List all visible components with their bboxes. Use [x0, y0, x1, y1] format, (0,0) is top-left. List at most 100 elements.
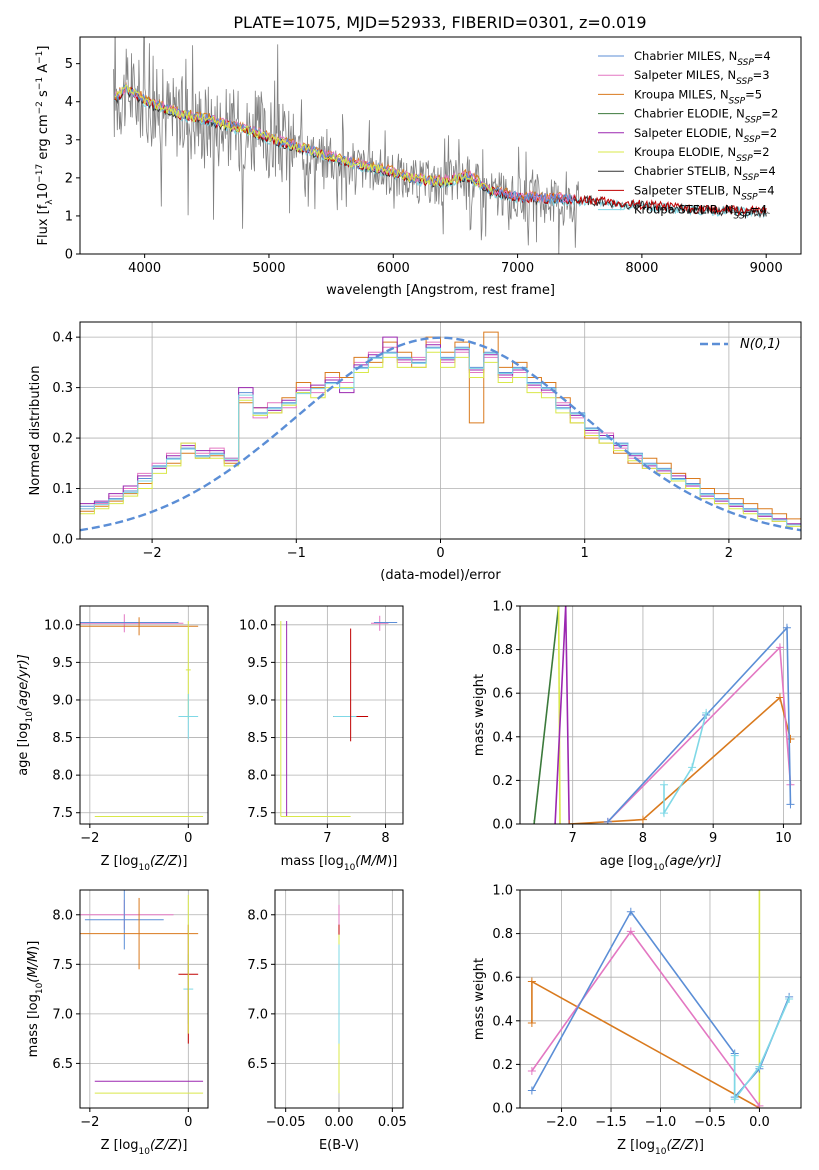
x-tick-label: 8000	[625, 261, 658, 276]
legend-label-part: Kroupa MILES, N	[634, 87, 729, 101]
weight-marker	[660, 780, 669, 789]
x-tick-label: 2	[725, 546, 733, 561]
spectrum-model-kroupa_elodie	[114, 83, 494, 195]
legend-label-part: =3	[753, 68, 770, 82]
legend-label: Kroupa STELIB, NSSP=4	[634, 203, 767, 222]
x-tick-label: 9000	[750, 261, 783, 276]
weight-marker	[755, 1101, 764, 1108]
axes-spectrum: 4000 5000 6000 7000 8000 9000 0 1 2 3 4 5 Chabrier M…	[35, 36, 802, 298]
y-tick-label: 0.3	[52, 381, 73, 396]
y-tick-label: 7.5	[52, 806, 73, 821]
x-axis-label-part: 10	[653, 863, 665, 873]
legend-label-part: SSP	[742, 173, 759, 183]
y-axis-label: mass weight	[472, 958, 487, 1040]
legend-label-part: Kroupa STELIB, N	[634, 203, 734, 217]
legend-label-part: =2	[760, 126, 777, 140]
y-tick-label: 0	[65, 248, 73, 263]
x-tick-label: 7	[569, 831, 577, 846]
x-axis-label-part: 10	[139, 863, 151, 873]
weight-line-kroupa_stelib	[663, 712, 707, 816]
y-tick-label: 0.4	[492, 730, 513, 745]
x-tick-label: −1.0	[645, 1115, 677, 1130]
axes-frame	[519, 605, 802, 825]
legend-label: Kroupa ELODIE, NSSP=2	[634, 145, 770, 164]
legend-label-part: =4	[759, 164, 776, 178]
weight-marker	[688, 763, 697, 772]
x-tick-label: 5000	[252, 261, 285, 276]
x-axis-label: age [log10(age/yr)]	[600, 854, 722, 873]
legend-label-part: Chabrier ELODIE, N	[634, 107, 745, 121]
legend-label: Salpeter ELODIE, NSSP=2	[634, 126, 777, 145]
weight-line-chabrier_elodie	[533, 606, 560, 824]
weight-marker	[527, 977, 536, 986]
y-axis-label: mass weight	[472, 674, 487, 756]
weight-marker	[556, 820, 565, 824]
legend-label-part: =4	[754, 49, 771, 63]
axes-weight-vs-Z: −2.0 −1.5 −1.0 −0.5 0.0 0.0 0.2 0.4 0.6 0.8 1.0 Z […	[472, 884, 802, 1157]
x-tick-label: −1	[287, 546, 306, 561]
x-tick-label: −2	[80, 831, 99, 846]
x-tick-label: 4000	[128, 261, 161, 276]
plot-area	[80, 331, 801, 532]
y-tick-label: 8.0	[52, 908, 73, 923]
legend-label: Salpeter MILES, NSSP=3	[634, 68, 770, 87]
x-tick-label: 6000	[377, 261, 410, 276]
weight-marker	[730, 1051, 739, 1060]
legend-label: Salpeter STELIB, NSSP=4	[634, 183, 775, 202]
y-tick-label: 0.2	[492, 1058, 513, 1073]
y-axis-label-part: ]	[36, 46, 51, 51]
x-tick-label: 0.05	[378, 1115, 407, 1130]
x-axis-label-part: mass [log	[281, 854, 344, 869]
legend-label-part: SSP	[736, 154, 753, 164]
y-tick-label: 3	[65, 133, 73, 148]
x-axis-label: E(B-V)	[319, 1138, 359, 1153]
x-axis-label-part: )]	[177, 854, 187, 869]
y-tick-label: 0.2	[52, 432, 73, 447]
y-tick-label: 0.4	[52, 331, 73, 346]
x-axis-label-part: Z [log	[101, 1138, 139, 1153]
x-axis-label-part: (age/yr)]	[664, 854, 721, 869]
y-tick-label: 7.5	[247, 958, 268, 973]
legend-label: Chabrier MILES, NSSP=4	[634, 49, 771, 68]
x-axis-label: (data-model)/error	[380, 568, 501, 583]
weight-marker	[660, 809, 669, 818]
x-tick-label: 1	[581, 546, 589, 561]
weight-line-salpeter_elodie	[554, 606, 570, 824]
y-axis-label-part: −17	[35, 164, 45, 183]
weight-marker	[554, 606, 563, 610]
legend-label: Chabrier ELODIE, NSSP=2	[634, 107, 778, 126]
x-axis-label-part: 10	[655, 1147, 667, 1157]
legend-label-part: SSP	[737, 58, 754, 68]
y-tick-label: 0.6	[492, 971, 513, 986]
y-tick-label: 2	[65, 171, 73, 186]
legend-label-part: SSP	[734, 212, 751, 222]
y-tick-label: 7.0	[52, 1007, 73, 1022]
y-tick-label: 8.5	[52, 731, 73, 746]
gaussian-curve	[80, 336, 801, 532]
y-tick-label: 0.0	[492, 818, 513, 833]
y-tick-label: 7.5	[52, 958, 73, 973]
y-axis-label-part: A	[36, 64, 51, 77]
y-axis-label: age [log10(age/yr)]	[16, 654, 35, 776]
weight-marker	[755, 890, 764, 894]
y-tick-label: 1.0	[492, 884, 513, 899]
y-tick-label: 6.5	[247, 1057, 268, 1072]
y-axis-label-part: −1	[35, 77, 45, 90]
weight-marker	[702, 708, 711, 717]
x-tick-label: 0	[184, 1115, 192, 1130]
x-tick-label: 8	[381, 831, 389, 846]
y-tick-label: 9.5	[52, 656, 73, 671]
x-tick-label: 9	[709, 831, 717, 846]
weight-marker	[527, 1018, 536, 1027]
weight-marker	[527, 1066, 536, 1075]
y-tick-label: 9.0	[52, 693, 73, 708]
x-tick-label: 10	[775, 831, 792, 846]
weight-line-salpeter_miles	[607, 645, 792, 823]
x-axis-label: mass [log10(M/M)]	[281, 854, 398, 873]
weight-marker	[638, 815, 647, 824]
x-axis-label-part: 10	[344, 863, 356, 873]
